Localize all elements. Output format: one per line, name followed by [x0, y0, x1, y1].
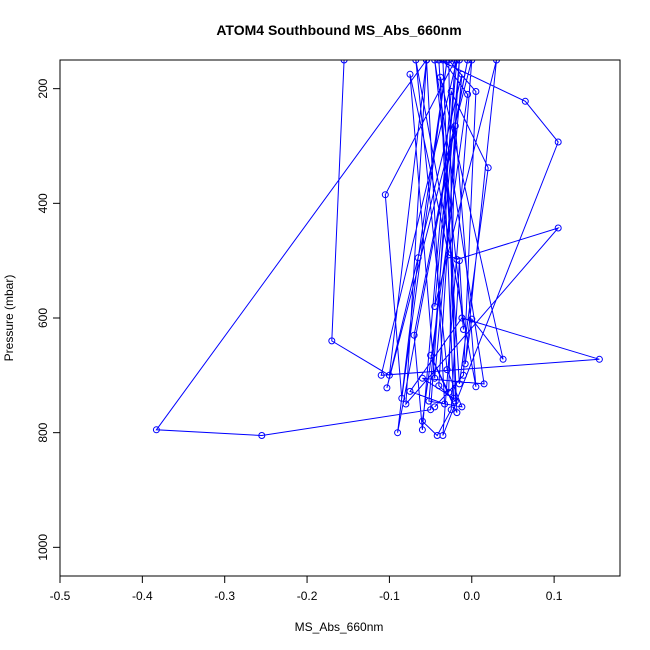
y-axis-label: Pressure (mbar): [2, 275, 16, 362]
data-point: [453, 60, 461, 64]
data-point: [472, 383, 480, 391]
data-point: [458, 70, 466, 78]
data-point: [431, 374, 439, 382]
data-point: [484, 164, 492, 172]
data-point: [435, 60, 443, 64]
x-tick-label: -0.3: [214, 589, 235, 603]
data-point: [464, 90, 472, 98]
data-point: [402, 400, 410, 408]
data-point: [455, 257, 463, 265]
data-point: [554, 138, 562, 146]
data-point: [433, 432, 441, 439]
data-point: [443, 366, 451, 374]
x-axis: -0.5 -0.4 -0.3 -0.2 -0.1 0.0 0.1: [50, 576, 563, 603]
data-point: [435, 382, 443, 390]
data-point: [493, 60, 500, 64]
data-point: [458, 314, 466, 322]
data-point: [595, 355, 603, 363]
data-point: [381, 191, 389, 199]
data-point: [398, 394, 406, 402]
data-point: [418, 417, 426, 425]
data-point: [418, 426, 426, 434]
data-point: [410, 331, 418, 339]
data-point: [445, 60, 453, 64]
data-point: [425, 397, 433, 405]
data-point: [521, 97, 529, 105]
x-tick-label: -0.1: [379, 589, 400, 603]
data-point: [455, 60, 463, 64]
data-point: [414, 254, 422, 262]
data-point: [447, 88, 455, 95]
data-point: [406, 70, 414, 78]
data-point: [412, 60, 420, 64]
data-point: [340, 60, 348, 64]
x-tick-label: -0.2: [297, 589, 318, 603]
data-point: [472, 88, 480, 95]
y-tick-label: 800: [36, 422, 50, 442]
plot-frame: [59, 59, 621, 577]
data-point: [458, 403, 466, 411]
y-axis: 200 400 600 800 1000: [36, 78, 60, 561]
data-point: [418, 374, 426, 382]
data-point: [453, 409, 461, 417]
data-point: [461, 360, 469, 368]
y-tick-label: 200: [36, 78, 50, 98]
data-point: [447, 406, 455, 414]
data-point: [480, 380, 488, 388]
data-point: [445, 251, 453, 259]
data-point: [499, 355, 507, 363]
y-tick-label: 1000: [36, 534, 50, 561]
data-point: [460, 326, 467, 333]
data-point: [451, 397, 459, 405]
data-point: [455, 380, 463, 388]
data-point: [460, 371, 467, 379]
data-point: [554, 224, 562, 232]
data-point: [152, 426, 160, 434]
data-point: [431, 303, 439, 310]
data-point: [437, 73, 444, 81]
data-point: [406, 387, 414, 395]
data-point: [431, 60, 439, 64]
series-line: [155, 60, 600, 437]
data-point: [468, 60, 476, 64]
chart-title: ATOM4 Southbound MS_Abs_660nm: [216, 22, 461, 38]
series-layer: [152, 60, 603, 439]
data-point: [468, 315, 476, 323]
data-point: [377, 371, 385, 379]
x-axis-label: MS_Abs_660nm: [295, 620, 384, 634]
x-tick-label: -0.5: [50, 589, 71, 603]
data-point: [445, 389, 453, 396]
data-point: [431, 403, 439, 411]
x-tick-label: -0.4: [132, 589, 153, 603]
data-point: [383, 384, 391, 392]
data-point: [394, 429, 402, 437]
x-tick-label: 0.0: [463, 589, 480, 603]
x-tick-label: 0.1: [546, 589, 563, 603]
data-point: [439, 60, 447, 64]
data-point: [464, 60, 472, 64]
data-point: [441, 400, 449, 408]
y-tick-label: 400: [36, 193, 50, 213]
y-tick-label: 600: [36, 308, 50, 328]
data-point: [427, 351, 435, 359]
data-point: [451, 122, 459, 130]
data-point: [385, 371, 393, 379]
data-point: [328, 337, 336, 345]
data-point: [258, 432, 266, 439]
data-point: [423, 60, 430, 64]
